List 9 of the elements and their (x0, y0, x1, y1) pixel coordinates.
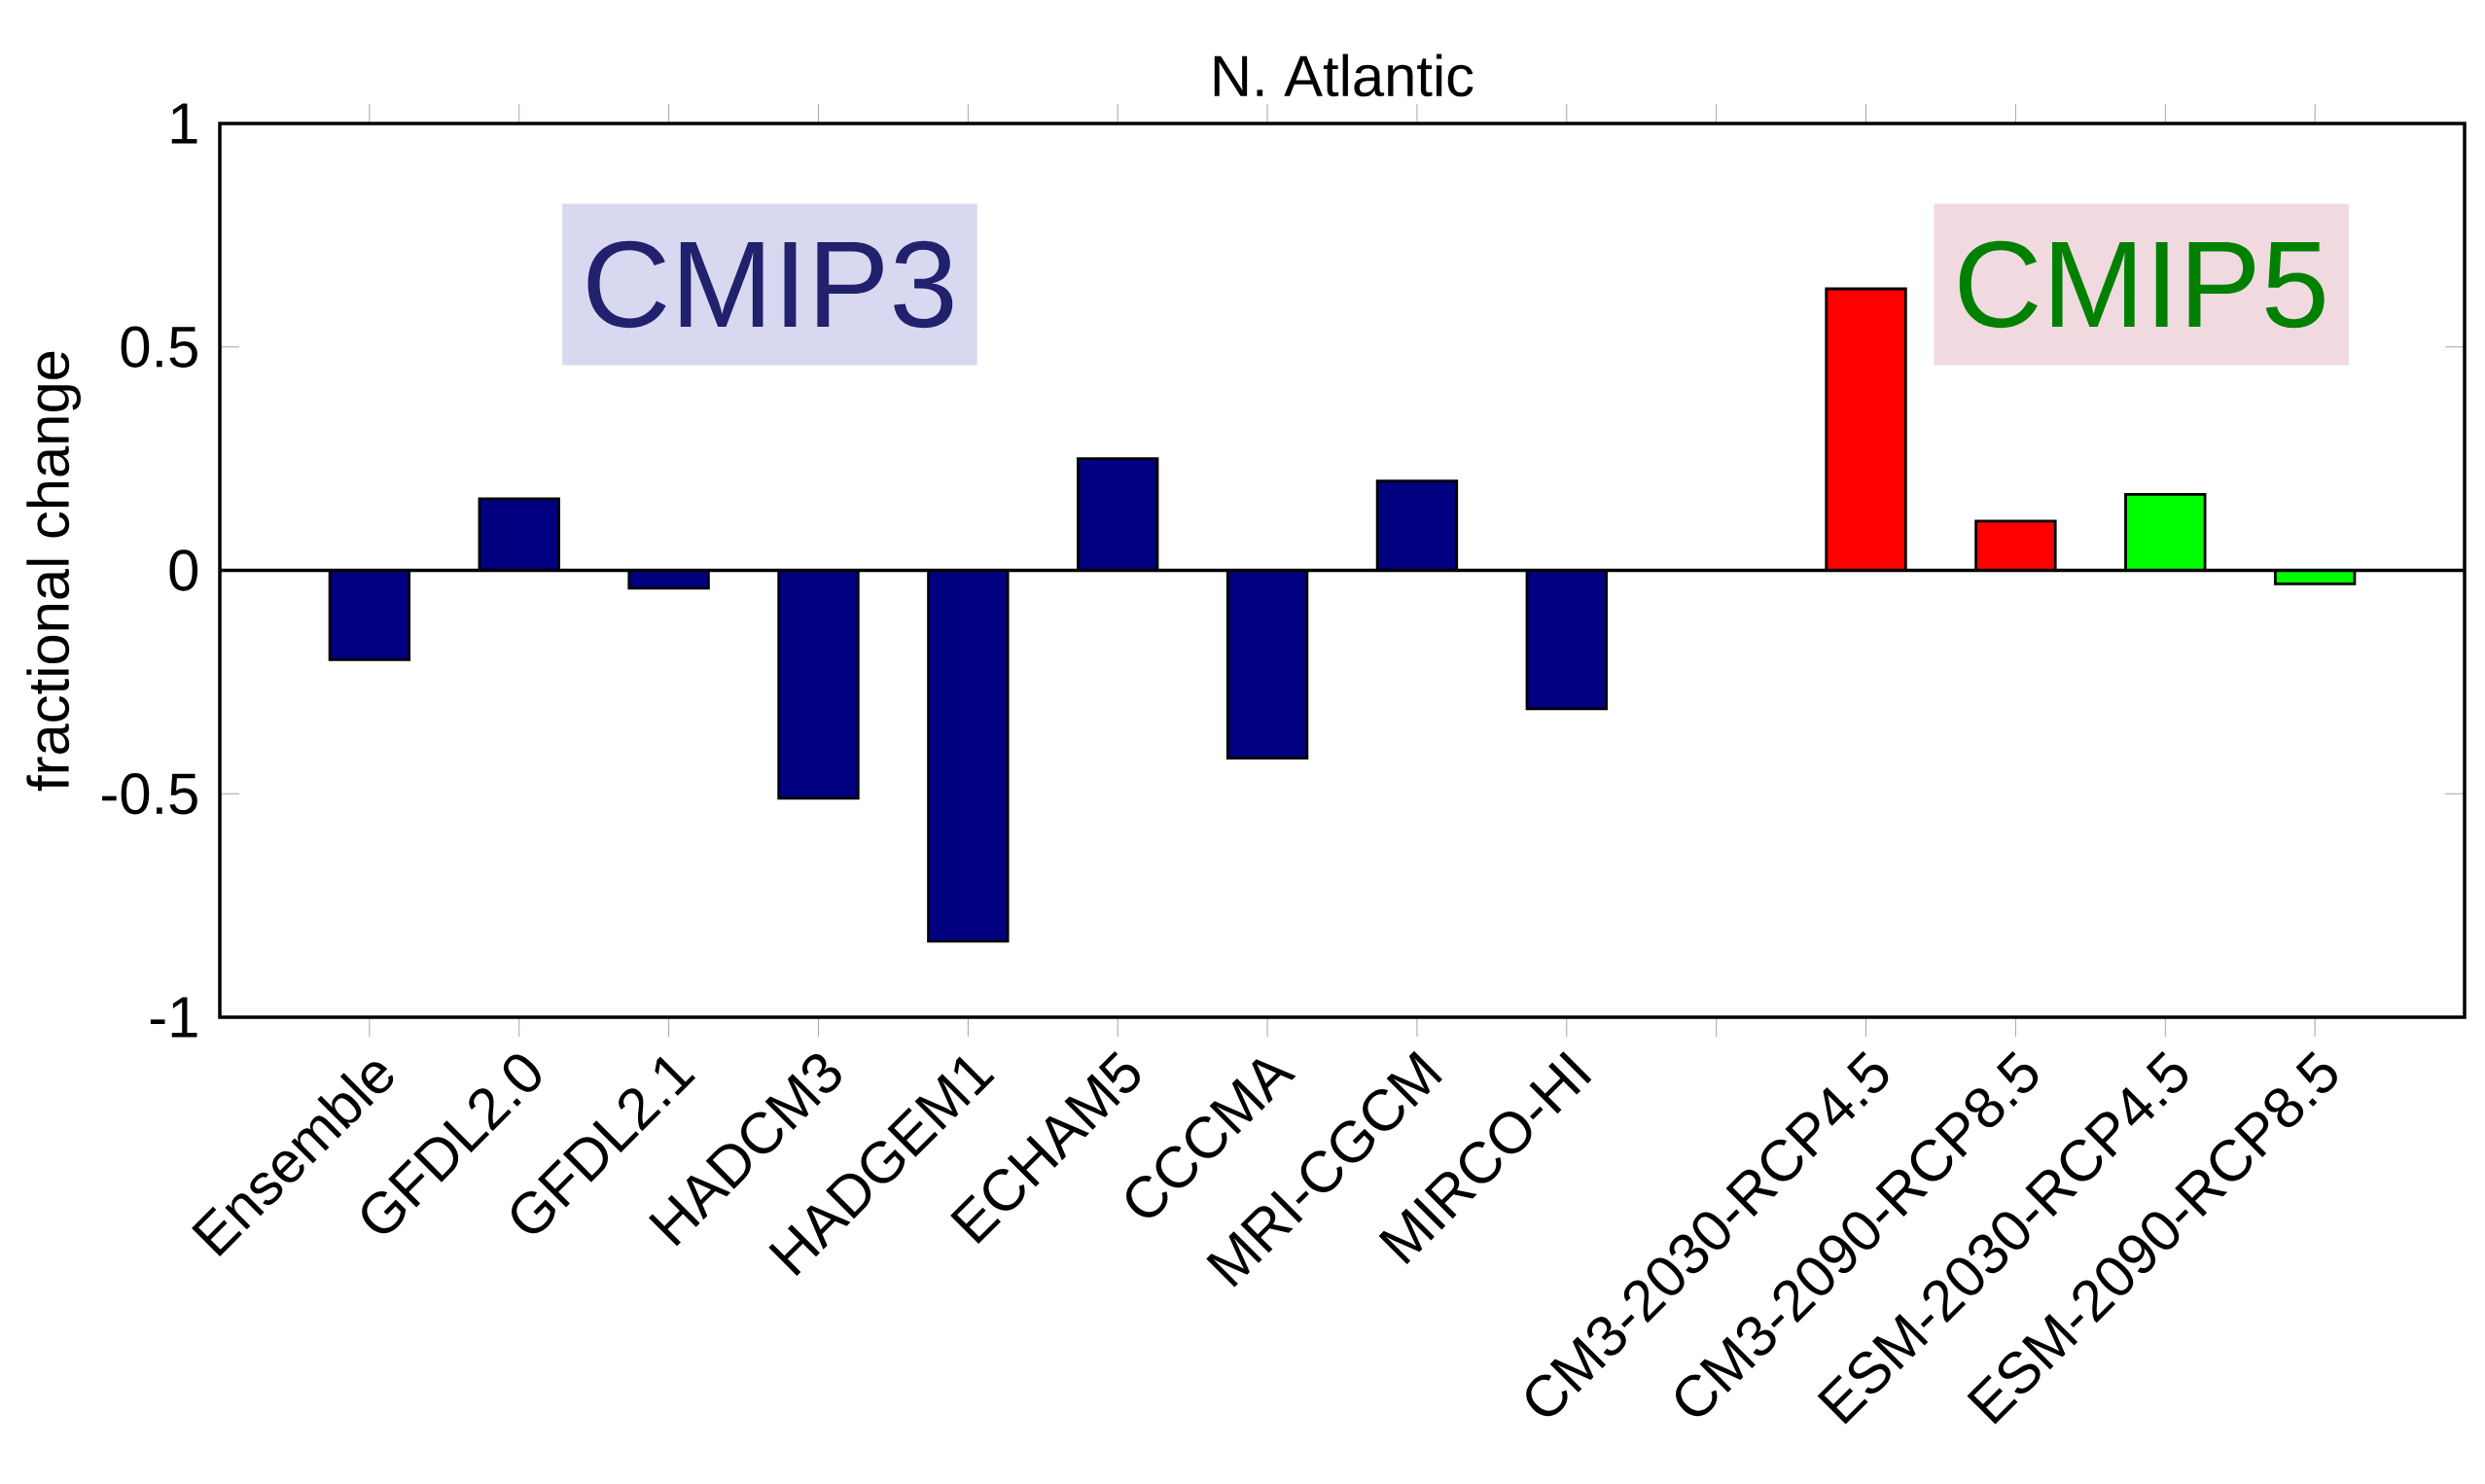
y-tick-label: -1 (150, 997, 197, 1038)
y-tick-label: 0.5 (121, 326, 197, 368)
y-tick-label: 0 (169, 549, 198, 591)
annotation: CMIP3 (587, 240, 953, 329)
chart-title: N. Atlantic (1214, 53, 1473, 97)
y-tick-label: -0.5 (102, 773, 197, 815)
y-axis-title: fractional change (26, 351, 81, 792)
annotation: CMIP5 (1959, 240, 2325, 329)
y-tick-label: 1 (171, 103, 197, 144)
